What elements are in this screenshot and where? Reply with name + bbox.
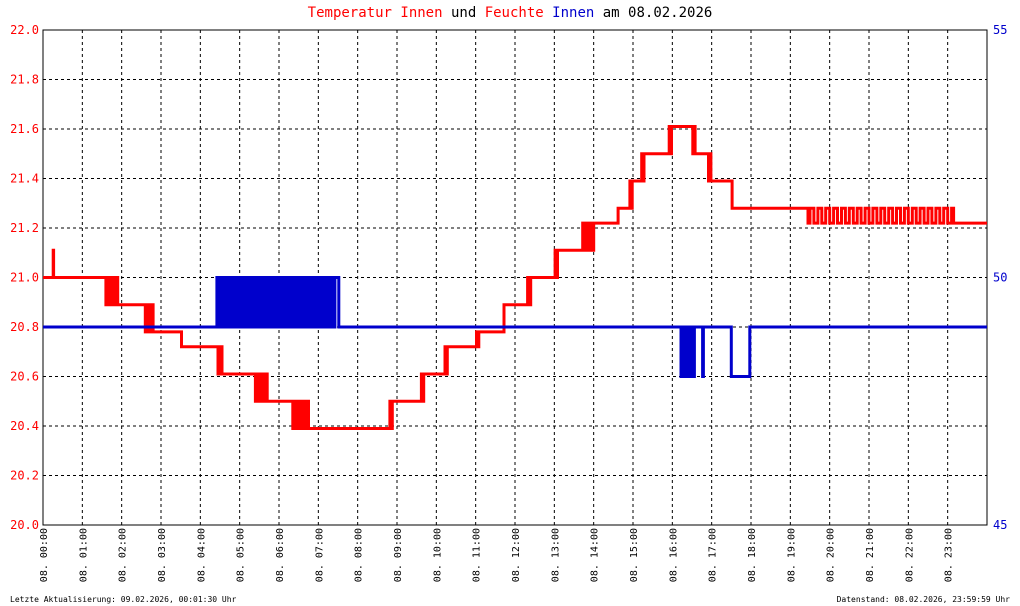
title-part: Innen — [552, 5, 595, 21]
x-tick-label: 08. 23:00 — [944, 528, 955, 582]
x-tick-label: 08. 15:00 — [629, 528, 640, 582]
y-left-tick-label: 20.2 — [10, 469, 39, 483]
x-tick-label: 08. 09:00 — [393, 528, 404, 582]
x-tick-label: 08. 14:00 — [590, 528, 601, 582]
x-tick-label: 08. 18:00 — [747, 528, 758, 582]
x-tick-label: 08. 00:00 — [39, 528, 50, 582]
y-right-tick-label: 55 — [993, 23, 1007, 37]
x-tick-label: 08. 01:00 — [78, 528, 89, 582]
x-tick-label: 08. 16:00 — [668, 528, 679, 582]
title-part: Innen — [400, 5, 443, 21]
chart-title: Temperatur Innen und Feuchte Innen am 08… — [0, 5, 1020, 21]
y-left-tick-label: 21.2 — [10, 221, 39, 235]
y-left-tick-label: 21.8 — [10, 73, 39, 87]
title-part: am 08.02.2026 — [594, 5, 713, 21]
title-part: Temperatur — [307, 5, 392, 21]
title-part: Feuchte — [484, 5, 544, 21]
footer-data-status: Datenstand: 08.02.2026, 23:59:59 Uhr — [836, 595, 1010, 604]
x-tick-label: 08. 03:00 — [157, 528, 168, 582]
x-tick-label: 08. 20:00 — [826, 528, 837, 582]
x-tick-label: 08. 06:00 — [275, 528, 286, 582]
y-left-tick-label: 22.0 — [10, 23, 39, 37]
y-left-tick-label: 21.4 — [10, 172, 39, 186]
y-right-tick-label: 45 — [993, 518, 1007, 532]
x-tick-label: 08. 08:00 — [354, 528, 365, 582]
y-right-tick-label: 50 — [993, 271, 1007, 285]
x-tick-label: 08. 22:00 — [904, 528, 915, 582]
y-left-tick-label: 21.6 — [10, 122, 39, 136]
x-tick-label: 08. 02:00 — [118, 528, 129, 582]
x-tick-label: 08. 17:00 — [708, 528, 719, 582]
x-tick-label: 08. 11:00 — [472, 528, 483, 582]
x-tick-label: 08. 21:00 — [865, 528, 876, 582]
y-left-tick-label: 21.0 — [10, 271, 39, 285]
y-left-tick-label: 20.4 — [10, 419, 39, 433]
humidity-series-line — [43, 276, 987, 378]
x-tick-label: 08. 12:00 — [511, 528, 522, 582]
x-tick-label: 08. 05:00 — [236, 528, 247, 582]
footer-last-update: Letzte Aktualisierung: 09.02.2026, 00:01… — [10, 595, 237, 604]
y-left-tick-label: 20.6 — [10, 370, 39, 384]
y-left-tick-label: 20.8 — [10, 320, 39, 334]
x-tick-label: 08. 04:00 — [196, 528, 207, 582]
x-tick-label: 08. 07:00 — [314, 528, 325, 582]
x-tick-label: 08. 13:00 — [550, 528, 561, 582]
x-tick-label: 08. 10:00 — [432, 528, 443, 582]
y-left-tick-label: 20.0 — [10, 518, 39, 532]
temperature-series-line — [43, 125, 987, 430]
x-tick-label: 08. 19:00 — [786, 528, 797, 582]
title-part: und — [442, 5, 485, 21]
